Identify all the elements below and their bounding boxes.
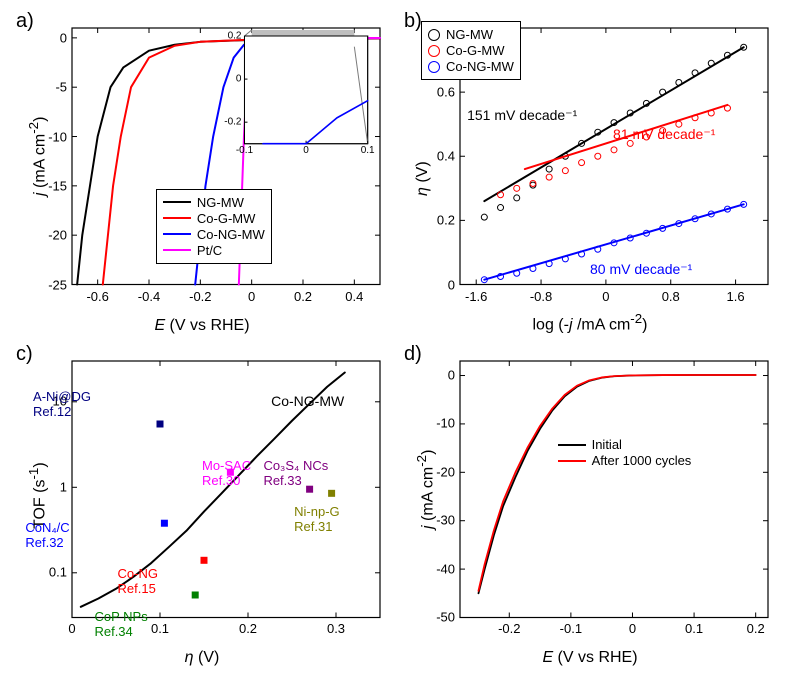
- curve-label: Co-NG-MW: [271, 393, 344, 409]
- xtick: 0: [629, 621, 636, 636]
- xtick: -0.4: [138, 289, 160, 304]
- panel-a: a) -0.6-0.4-0.200.20.4-25-20-15-10-50E (…: [10, 8, 394, 337]
- legend-swatch: [163, 217, 191, 219]
- ytick: 0.6: [437, 85, 455, 100]
- legend: NG-MWCo-G-MWCo-NG-MW: [421, 21, 521, 80]
- ref-point-label: Co-NGRef.15: [118, 567, 158, 597]
- legend-swatch: [163, 201, 191, 203]
- xtick: 0.2: [294, 289, 312, 304]
- legend-swatch: [428, 29, 440, 41]
- xlabel: η (V): [10, 649, 394, 667]
- legend-label: NG-MW: [197, 195, 244, 210]
- legend-label: Co-G-MW: [197, 211, 256, 226]
- xtick: 0.2: [747, 621, 765, 636]
- ytick: -50: [436, 610, 455, 625]
- ref-point-label: CoP NPsRef.34: [94, 610, 147, 640]
- legend-label: Co-NG-MW: [197, 227, 265, 242]
- slope-label: 151 mV decade⁻¹: [467, 107, 577, 124]
- ref-point-label: A-Ni@DGRef.12: [33, 390, 91, 420]
- legend-label: Initial: [592, 437, 622, 452]
- legend: NG-MWCo-G-MWCo-NG-MWPt/C: [156, 189, 272, 264]
- xtick: 0.2: [239, 621, 257, 636]
- xtick: -0.6: [86, 289, 108, 304]
- legend-swatch: [163, 249, 191, 251]
- ytick: 0: [448, 368, 455, 383]
- panel-d: d) -0.2-0.100.10.2-50-40-30-20-100E (V v…: [398, 341, 782, 670]
- legend-label: After 1000 cycles: [592, 453, 692, 468]
- ref-point-label: Ni-np-GRef.31: [294, 505, 340, 535]
- legend-label: Co-NG-MW: [446, 59, 514, 74]
- series-Initial: [478, 375, 755, 593]
- ylabel: j (mA cm-2): [414, 449, 437, 528]
- legend-swatch: [428, 45, 440, 57]
- ytick: -20: [48, 228, 67, 243]
- legend-label: Pt/C: [197, 243, 222, 258]
- slope-label: 80 mV decade⁻¹: [590, 261, 692, 278]
- xtick: 1.6: [727, 289, 745, 304]
- xtick: 0.1: [151, 621, 169, 636]
- ytick: 0: [60, 30, 67, 45]
- legend-swatch: [558, 444, 586, 446]
- ytick: -10: [48, 129, 67, 144]
- xtick: 0.1: [685, 621, 703, 636]
- legend-swatch: [163, 233, 191, 235]
- ref-point-label: Co₃S₄ NCsRef.33: [263, 459, 328, 489]
- panel-c: c) 00.10.20.30.1110η (V)TOF (s-1)Co-NG-M…: [10, 341, 394, 670]
- xtick: -1.6: [465, 289, 487, 304]
- xtick: -0.8: [530, 289, 552, 304]
- panel-b: b) -1.6-0.800.81.600.20.40.60.8log (-j /…: [398, 8, 782, 337]
- legend-swatch: [558, 460, 586, 462]
- xtick: 0: [248, 289, 255, 304]
- xtick: -0.2: [189, 289, 211, 304]
- legend-swatch: [428, 61, 440, 73]
- ref-point-label: Mo-SACRef.30: [202, 459, 251, 489]
- xtick: 0.3: [327, 621, 345, 636]
- legend-label: Co-G-MW: [446, 43, 505, 58]
- ytick: -15: [48, 178, 67, 193]
- ylabel: η (V): [414, 162, 432, 197]
- xtick: 0.4: [345, 289, 363, 304]
- xlabel: E (V vs RHE): [10, 317, 394, 335]
- ytick: -5: [55, 80, 67, 95]
- xtick: -0.1: [560, 621, 582, 636]
- ref-point-label: CoN₄/CRef.32: [25, 521, 69, 551]
- xlabel: log (-j /mA cm-2): [398, 311, 782, 334]
- legend: InitialAfter 1000 cycles: [552, 432, 698, 473]
- xtick: 0.8: [662, 289, 680, 304]
- xtick: 0: [68, 621, 75, 636]
- ytick: 0.4: [437, 149, 455, 164]
- ytick: 0: [448, 277, 455, 292]
- xtick: 0: [602, 289, 609, 304]
- figure: a) -0.6-0.4-0.200.20.4-25-20-15-10-50E (…: [0, 0, 792, 677]
- ytick: 0.2: [437, 213, 455, 228]
- series-After 1000 cycles: [478, 374, 755, 590]
- ytick: -10: [436, 416, 455, 431]
- ytick: -30: [436, 513, 455, 528]
- xtick: -0.2: [498, 621, 520, 636]
- ylabel: j (mA cm-2): [26, 117, 49, 196]
- legend-label: NG-MW: [446, 27, 493, 42]
- ytick: 1: [60, 479, 67, 494]
- ytick: -20: [436, 464, 455, 479]
- ytick: 0.1: [49, 565, 67, 580]
- ytick: -25: [48, 277, 67, 292]
- ylabel: TOF (s-1): [26, 462, 49, 529]
- xlabel: E (V vs RHE): [398, 649, 782, 667]
- slope-label: 81 mV decade⁻¹: [613, 126, 715, 143]
- ytick: -40: [436, 561, 455, 576]
